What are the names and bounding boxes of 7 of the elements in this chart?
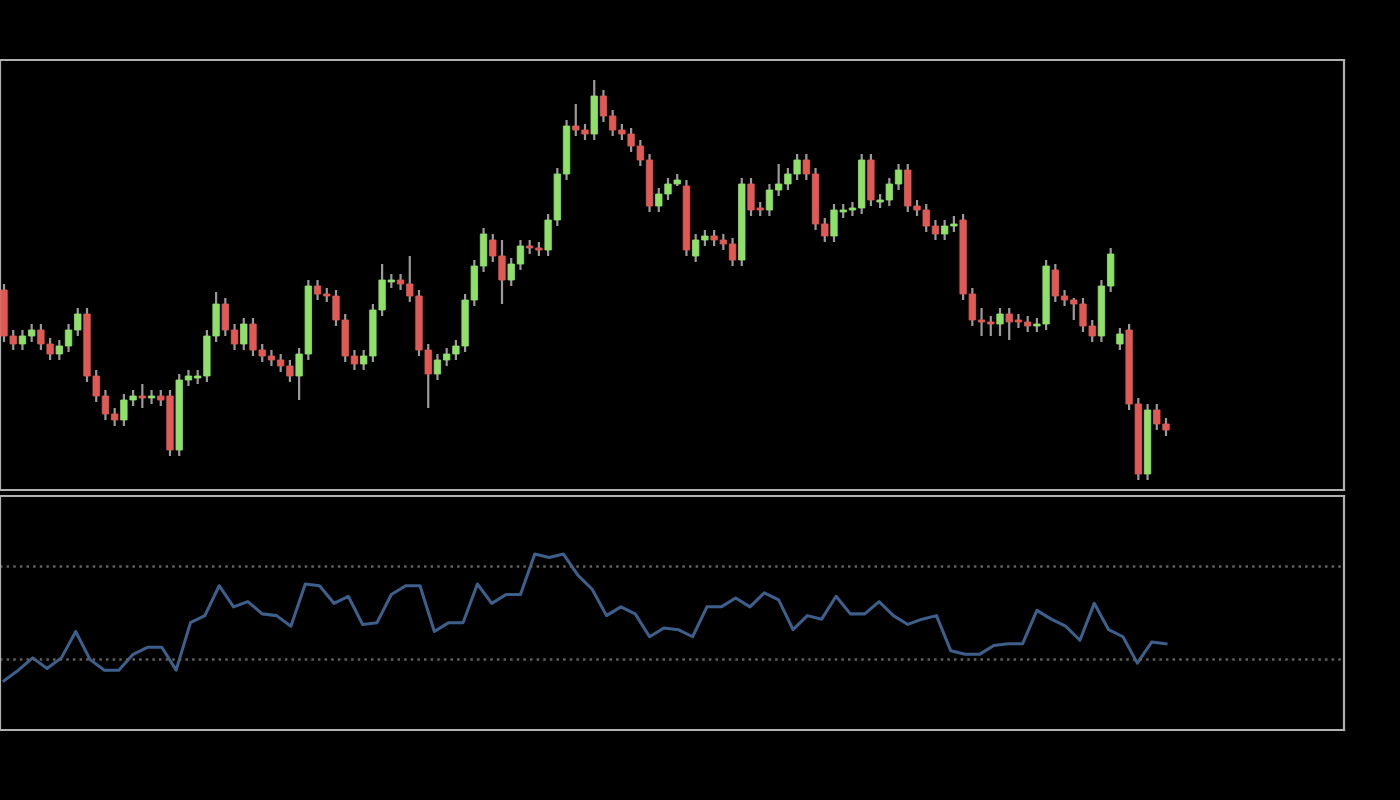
- candlestick: [590, 78, 598, 142]
- candlestick: [138, 382, 146, 410]
- candlestick: [1116, 326, 1124, 352]
- candlestick: [867, 152, 875, 208]
- candlestick: [147, 388, 156, 406]
- candlestick: [240, 316, 248, 352]
- candlestick: [996, 306, 1004, 338]
